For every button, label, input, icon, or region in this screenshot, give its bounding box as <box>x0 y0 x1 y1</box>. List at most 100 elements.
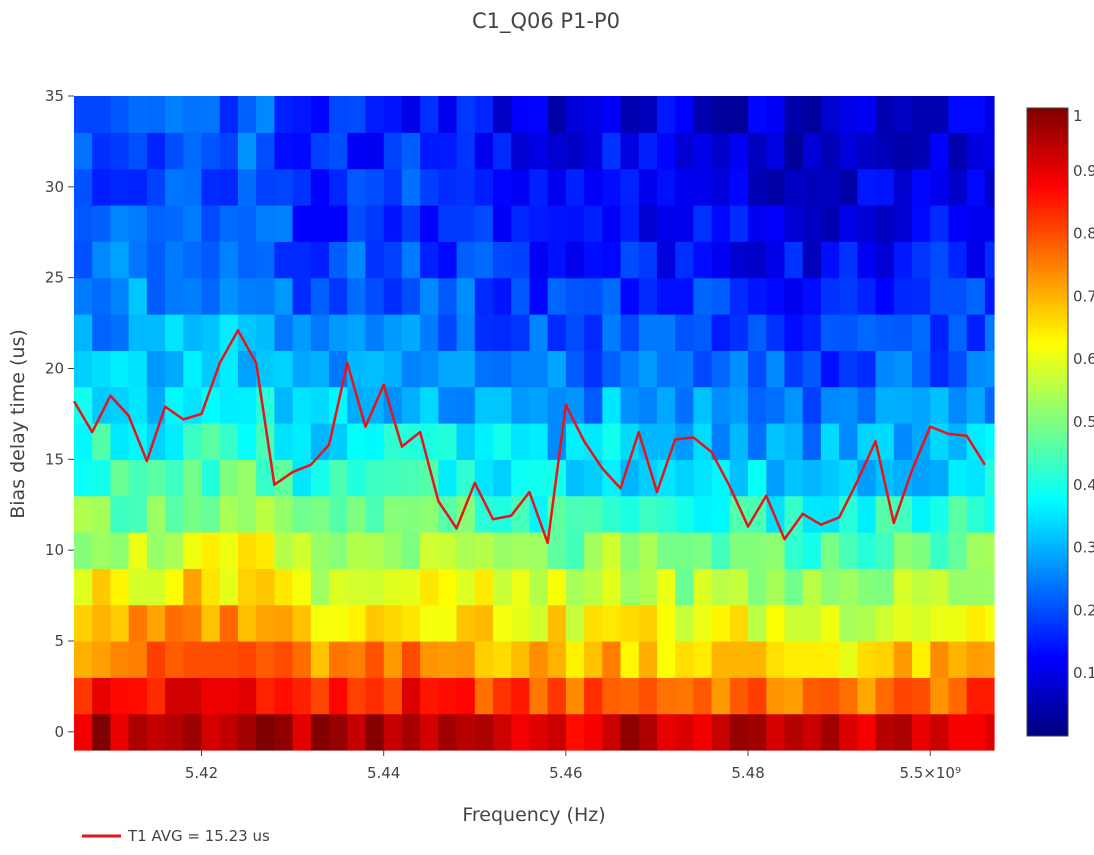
heatmap-cell <box>547 96 567 133</box>
heatmap-cell <box>948 205 968 242</box>
heatmap-cell <box>165 713 184 751</box>
heatmap-cell <box>474 386 494 424</box>
heatmap-cell <box>128 277 148 315</box>
legend-label: T1 AVG = 15.23 us <box>127 827 270 845</box>
heatmap-cell <box>620 96 640 133</box>
heatmap-cell <box>110 96 130 133</box>
heatmap-cell <box>711 568 731 606</box>
heatmap-cell <box>201 495 221 533</box>
heatmap-cell <box>966 205 986 242</box>
heatmap-cell <box>693 495 713 533</box>
heatmap-cell <box>146 241 166 279</box>
heatmap-cell <box>201 96 221 133</box>
heatmap-cell <box>110 459 130 497</box>
heatmap-cell <box>401 532 421 569</box>
heatmap-cell <box>729 713 749 751</box>
heatmap-cell <box>729 641 749 678</box>
heatmap-cell <box>638 314 658 351</box>
heatmap-cell <box>711 314 731 351</box>
heatmap-cell <box>329 713 348 751</box>
heatmap-cell <box>784 168 804 206</box>
heatmap-cell <box>493 677 512 715</box>
heatmap-cell <box>511 423 531 460</box>
heatmap-cell <box>948 350 968 388</box>
heatmap-cell <box>839 96 858 133</box>
heatmap-cell <box>474 677 494 715</box>
heatmap-cell <box>748 604 767 642</box>
heatmap-cell <box>984 677 995 715</box>
heatmap-cell <box>201 459 221 497</box>
heatmap-cell <box>638 641 658 678</box>
heatmap-cell <box>274 568 294 606</box>
heatmap-cell <box>584 96 603 133</box>
heatmap-cell <box>310 277 330 315</box>
heatmap-cell <box>92 495 112 533</box>
heatmap-cell <box>365 96 385 133</box>
heatmap-cell <box>256 568 275 606</box>
heatmap-cell <box>438 314 458 351</box>
heatmap-cell <box>529 205 549 242</box>
heatmap-cell <box>693 205 713 242</box>
heatmap-cell <box>729 568 749 606</box>
heatmap-cell <box>784 205 804 242</box>
heatmap-cell <box>620 168 640 206</box>
heatmap-cell <box>966 568 986 606</box>
heatmap-cell <box>383 168 403 206</box>
y-tick-label: 20 <box>45 360 64 378</box>
heatmap-cell <box>784 277 804 315</box>
heatmap-cell <box>693 386 713 424</box>
heatmap-cell <box>493 713 512 751</box>
heatmap-cell <box>966 350 986 388</box>
heatmap-cell <box>584 459 603 497</box>
heatmap-cell <box>675 423 695 460</box>
heatmap-cell <box>365 604 385 642</box>
heatmap-cell <box>638 495 658 533</box>
heatmap-cell <box>274 168 294 206</box>
heatmap-cell <box>565 713 585 751</box>
heatmap-cell <box>365 459 385 497</box>
heatmap-cell <box>456 495 476 533</box>
heatmap-cell <box>839 713 858 751</box>
heatmap-cell <box>784 677 804 715</box>
heatmap-cell <box>656 314 676 351</box>
heatmap-cell <box>656 423 676 460</box>
heatmap-cell <box>165 677 184 715</box>
heatmap-cell <box>875 386 895 424</box>
heatmap-cell <box>92 277 112 315</box>
heatmap-cell <box>292 604 312 642</box>
heatmap-cell <box>784 241 804 279</box>
heatmap-cell <box>656 604 676 642</box>
x-tick-label: 5.42 <box>185 764 218 782</box>
heatmap-cell <box>256 532 275 569</box>
heatmap-cell <box>219 205 239 242</box>
heatmap-cell <box>912 205 931 242</box>
heatmap-cell <box>820 677 840 715</box>
heatmap-cell <box>693 132 713 170</box>
heatmap-cell <box>219 677 239 715</box>
heatmap-cell <box>802 532 822 569</box>
heatmap-cell <box>128 168 148 206</box>
heatmap-cell <box>584 713 603 751</box>
x-tick-label: 5.48 <box>731 764 764 782</box>
heatmap-cell <box>620 350 640 388</box>
heatmap-cell <box>912 132 931 170</box>
heatmap-cell <box>839 423 858 460</box>
legend: T1 AVG = 15.23 us <box>82 827 270 845</box>
heatmap-cell <box>456 205 476 242</box>
heatmap-cell <box>511 386 531 424</box>
heatmap-cell <box>310 532 330 569</box>
heatmap-cell <box>74 713 93 751</box>
y-tick-label: 15 <box>45 450 64 468</box>
heatmap-cell <box>966 314 986 351</box>
heatmap-cell <box>839 386 858 424</box>
heatmap-cell <box>638 677 658 715</box>
heatmap-cell <box>766 677 786 715</box>
heatmap-cell <box>310 641 330 678</box>
heatmap-cell <box>857 350 877 388</box>
heatmap-cell <box>748 459 767 497</box>
heatmap-cell <box>711 495 731 533</box>
heatmap-cell <box>183 96 203 133</box>
heatmap-cell <box>493 641 512 678</box>
heatmap-cell <box>329 641 348 678</box>
heatmap-cell <box>310 677 330 715</box>
